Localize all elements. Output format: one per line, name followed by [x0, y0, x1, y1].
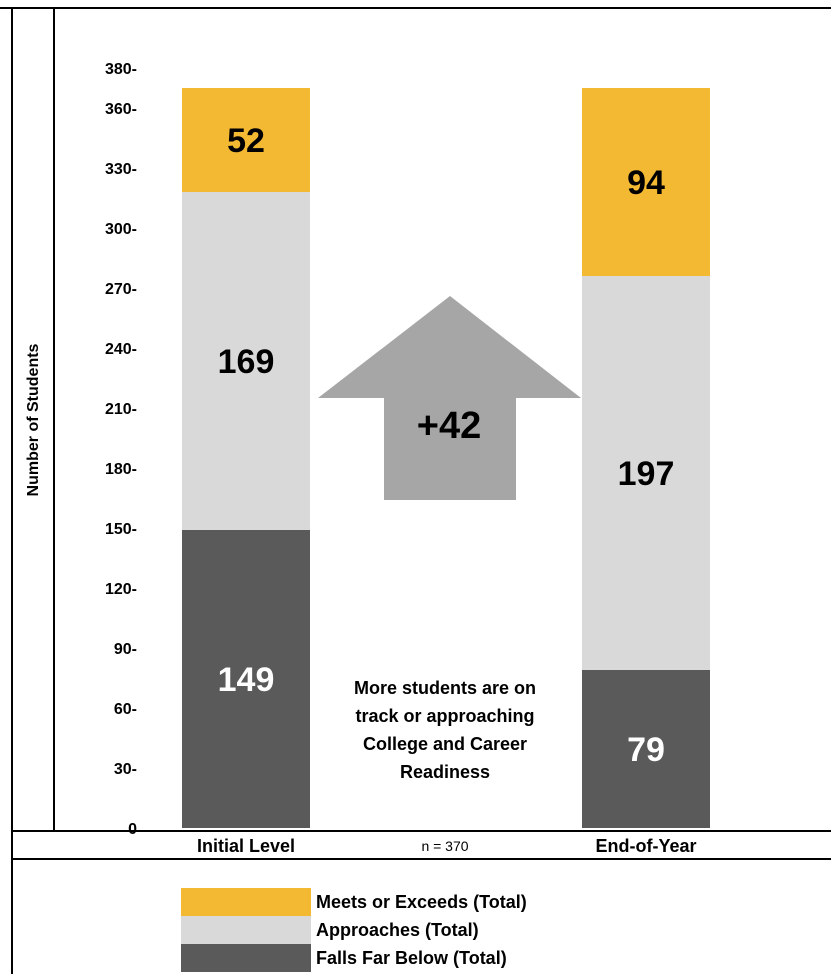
y-tick-labels: 0 30- 60- 90- 120- 150- 180- 210- 240- 270- 300- 33…	[105, 61, 137, 838]
note-line: Readiness	[400, 762, 490, 782]
bar-value-label: 169	[218, 343, 275, 381]
bar-segment	[182, 88, 310, 192]
y-tick-label: 120-	[105, 581, 137, 598]
readiness-note: More students are on track or approachin…	[354, 678, 536, 782]
bar-value-label: 94	[627, 164, 665, 202]
legend-swatch	[181, 888, 311, 916]
y-tick-label: 60-	[114, 701, 137, 718]
increase-arrow-icon	[318, 296, 581, 500]
sample-size-label: n = 370	[421, 838, 468, 854]
y-tick-label: 380-	[105, 61, 137, 78]
y-tick-label: 300-	[105, 221, 137, 238]
note-line: More students are on	[354, 678, 536, 698]
y-tick-label: 240-	[105, 341, 137, 358]
y-tick-label: 360-	[105, 101, 137, 118]
note-line: College and Career	[363, 734, 527, 754]
legend-label: Meets or Exceeds (Total)	[316, 892, 527, 912]
note-line: track or approaching	[355, 706, 534, 726]
bar-segment	[582, 670, 710, 828]
bar-segment	[582, 88, 710, 276]
y-tick-label: 0	[128, 821, 137, 838]
legend-swatch	[181, 944, 311, 972]
legend-label: Approaches (Total)	[316, 920, 479, 940]
bar-segment	[582, 276, 710, 670]
bar-segment	[182, 192, 310, 530]
x-category-label: Initial Level	[197, 836, 295, 856]
bars	[182, 88, 710, 828]
legend-swatch	[181, 916, 311, 944]
bar-value-label: 197	[618, 455, 675, 493]
y-axis-title: Number of Students	[25, 343, 42, 496]
bar-value-labels: 149 169 52 79 197 94	[218, 122, 675, 769]
x-category-label: End-of-Year	[595, 836, 696, 856]
increase-arrow-label: +42	[417, 405, 481, 447]
bar-value-label: 79	[627, 731, 665, 769]
bar-value-label: 149	[218, 661, 275, 699]
legend: Meets or Exceeds (Total) Approaches (Tota…	[181, 888, 527, 972]
y-tick-label: 150-	[105, 521, 137, 538]
bar-segment	[182, 530, 310, 828]
y-tick-label: 30-	[114, 761, 137, 778]
bar-value-label: 52	[227, 122, 265, 160]
y-tick-label: 180-	[105, 461, 137, 478]
y-tick-label: 270-	[105, 281, 137, 298]
y-tick-label: 90-	[114, 641, 137, 658]
y-tick-label: 210-	[105, 401, 137, 418]
y-tick-label: 330-	[105, 161, 137, 178]
legend-label: Falls Far Below (Total)	[316, 948, 507, 968]
